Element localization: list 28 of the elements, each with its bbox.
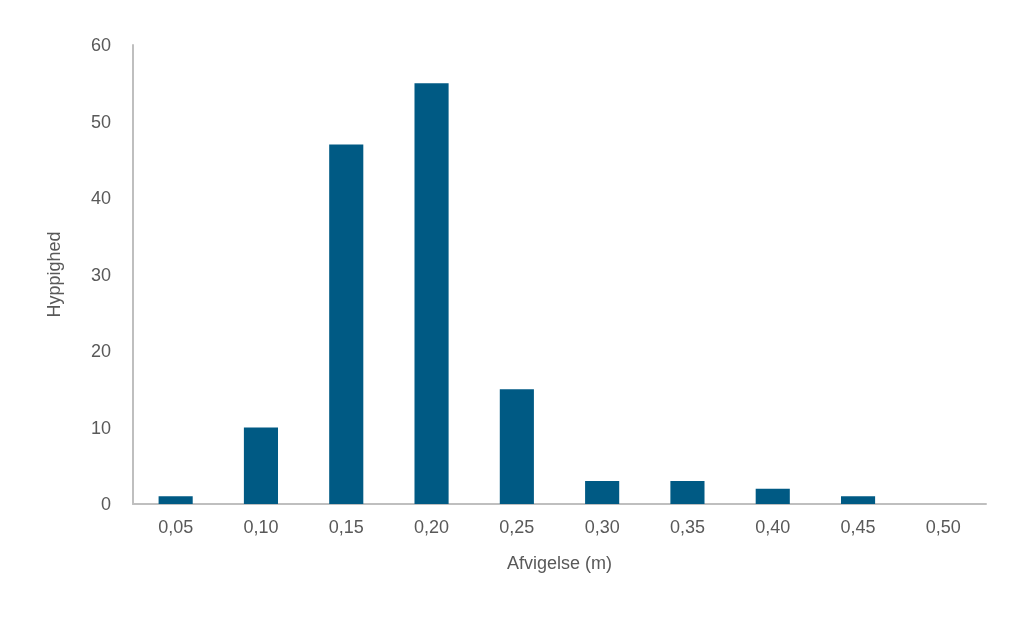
x-tick-label: 0,30 xyxy=(584,517,620,537)
y-tick-label: 60 xyxy=(90,35,111,55)
x-tick-label: 0,15 xyxy=(328,517,364,537)
bar xyxy=(243,427,279,504)
y-tick-label: 10 xyxy=(90,417,111,438)
y-tick-label: 20 xyxy=(90,341,111,361)
bar xyxy=(755,488,790,504)
bar xyxy=(329,144,364,504)
x-tick-label: 0,25 xyxy=(499,517,535,537)
x-tick-label: 0,10 xyxy=(243,517,279,537)
x-tick-label: 0,05 xyxy=(158,517,194,537)
y-tick-label: 40 xyxy=(90,188,111,208)
x-axis-title: Afvigelse (m) xyxy=(506,553,613,573)
bar xyxy=(840,496,876,504)
bar xyxy=(585,481,620,504)
x-tick-label: 0,50 xyxy=(925,517,961,537)
y-tick-label: 50 xyxy=(90,111,111,132)
y-tick-label: 0 xyxy=(100,494,111,514)
bar xyxy=(414,83,449,504)
bar xyxy=(158,496,193,504)
x-tick-label: 0,45 xyxy=(840,517,876,537)
bar xyxy=(499,389,534,504)
x-tick-label: 0,20 xyxy=(414,517,450,537)
bar xyxy=(670,481,705,504)
x-tick-label: 0,35 xyxy=(669,517,705,537)
x-tick-label: 0,40 xyxy=(755,517,791,537)
y-tick-label: 30 xyxy=(90,264,111,285)
y-axis-title: Hyppighed xyxy=(44,231,64,318)
